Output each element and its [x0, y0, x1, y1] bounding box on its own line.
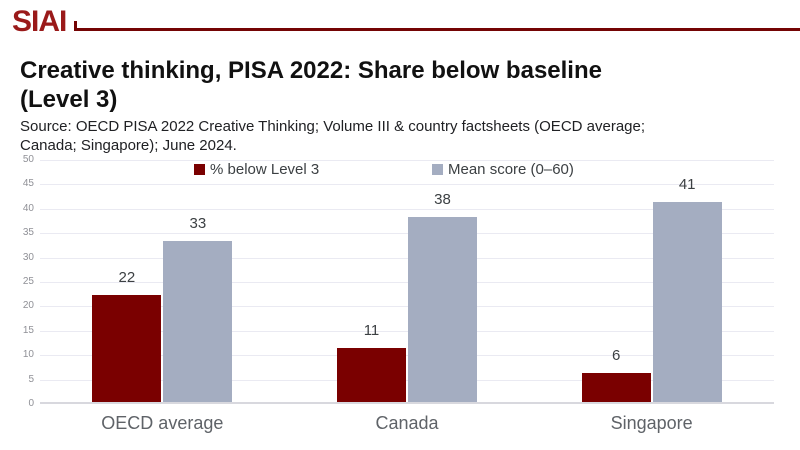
y-gridline: [40, 355, 774, 357]
y-gridline: [40, 379, 774, 381]
y-gridline: [40, 233, 774, 235]
legend-item: % below Level 3: [194, 161, 319, 178]
y-tick-label: 20: [22, 300, 34, 312]
y-gridline: [40, 282, 774, 283]
value-label: 22: [118, 268, 136, 286]
x-category-label: Singapore: [610, 413, 693, 433]
bar-pct-below-level3: [92, 294, 162, 402]
bar-pct-below-level3: [581, 372, 651, 402]
plot-area: 22 33 11 38 6 41: [40, 160, 774, 404]
y-tick-label: 5: [28, 373, 34, 385]
legend-swatch-icon: [432, 164, 443, 175]
legend-label: % below Level 3: [210, 161, 320, 178]
y-gridline: [40, 257, 774, 259]
value-label: 6: [611, 346, 621, 364]
page-title: Creative thinking, PISA 2022: Share belo…: [20, 56, 602, 114]
y-tick-label: 0: [28, 398, 34, 409]
y-tick-label: 40: [22, 202, 34, 214]
x-category-label: OECD average: [101, 413, 224, 433]
y-gridline: [40, 306, 774, 308]
bar-mean-score: [652, 201, 722, 402]
y-gridline: [40, 160, 774, 161]
value-label: 33: [189, 214, 207, 232]
y-tick-label: 25: [22, 276, 34, 287]
y-tick-label: 15: [22, 324, 34, 336]
bar-chart: 22 33 11 38 6 41 % below Level 3 Mean score (0…: [0, 154, 800, 450]
legend-item: Mean score (0–60): [432, 161, 574, 178]
source-text-line-1: Source: OECD PISA 2022 Creative Thinking…: [20, 118, 646, 135]
y-gridline: [40, 184, 774, 186]
page-title-line-1: Creative thinking, PISA 2022: Share belo…: [20, 57, 602, 84]
y-tick-label: 45: [22, 178, 34, 190]
y-tick-label: 10: [22, 349, 34, 361]
bar-mean-score: [163, 240, 233, 402]
y-tick-label: 35: [22, 227, 34, 239]
value-label: 38: [434, 190, 451, 208]
y-gridline: [40, 330, 774, 332]
bar-mean-score: [408, 216, 477, 402]
legend-label: Mean score (0–60): [448, 161, 574, 178]
y-gridline: [40, 208, 774, 210]
y-tick-label: 30: [22, 251, 34, 263]
legend-swatch-icon: [194, 164, 205, 175]
brand-rule-line: [74, 21, 800, 31]
y-tick-label: 50: [22, 154, 34, 165]
brand-logo: SIAI: [12, 5, 67, 38]
value-label: 11: [363, 322, 380, 340]
source-text: Source: OECD PISA 2022 Creative Thinking…: [20, 117, 645, 155]
source-text-line-2: Canada; Singapore); June 2024.: [20, 137, 237, 154]
page-title-line-2: (Level 3): [20, 86, 118, 113]
bar-pct-below-level3: [337, 348, 406, 402]
x-category-label: Canada: [375, 413, 439, 433]
value-label: 41: [678, 175, 696, 193]
